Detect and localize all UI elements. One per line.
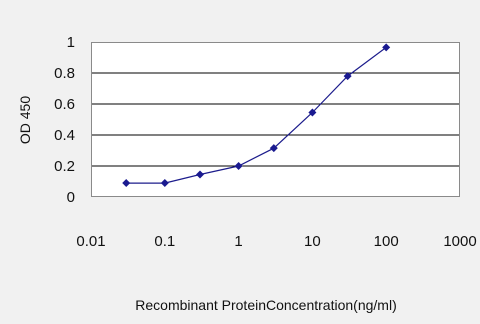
y-tick-label-1: 0.2 xyxy=(54,158,75,175)
data-point-4 xyxy=(269,144,278,153)
data-point-3 xyxy=(234,162,243,170)
x-tick-label-5: 1000 xyxy=(443,233,476,250)
data-point-7 xyxy=(382,43,391,52)
x-tick-labels: 0.01 0.1 1 10 100 1000 xyxy=(76,233,476,250)
data-point-6 xyxy=(343,72,352,81)
plot-frame xyxy=(91,42,460,197)
y-axis-title: OD 450 xyxy=(17,96,33,144)
data-point-5 xyxy=(308,108,317,117)
data-point-0 xyxy=(122,179,131,188)
plot-background xyxy=(91,42,460,197)
data-point-1 xyxy=(160,179,169,188)
y-tick-label-4: 0.8 xyxy=(54,65,75,82)
data-point-2 xyxy=(196,170,205,179)
y-tick-label-0: 0 xyxy=(67,189,75,206)
x-tick-label-0: 0.01 xyxy=(76,233,105,250)
series-line xyxy=(126,46,387,184)
x-tick-label-4: 100 xyxy=(374,233,399,250)
plot-border xyxy=(91,42,460,197)
plot-area xyxy=(91,42,460,197)
x-tick-label-1: 0.1 xyxy=(154,233,175,250)
y-tick-label-2: 0.4 xyxy=(54,127,75,144)
y-tick-label-5: 1 xyxy=(67,34,75,51)
x-axis-title: Recombinant ProteinConcentration(ng/ml) xyxy=(135,297,396,313)
x-tick-label-3: 10 xyxy=(304,233,321,250)
y-tick-labels: 0 0.2 0.4 0.6 0.8 1 xyxy=(54,34,75,206)
x-tick-label-2: 1 xyxy=(234,233,242,250)
gridlines xyxy=(91,72,460,167)
data-series xyxy=(122,43,391,188)
y-tick-label-3: 0.6 xyxy=(54,96,75,113)
